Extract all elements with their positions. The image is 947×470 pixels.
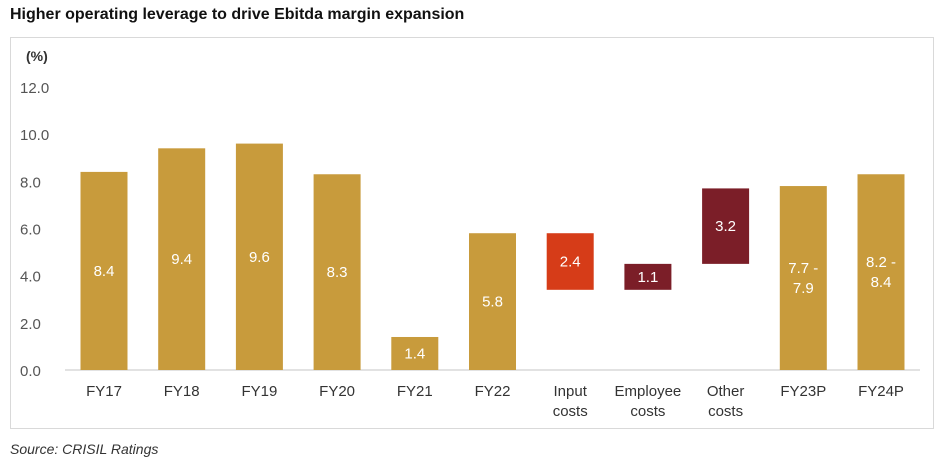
chart-title: Higher operating leverage to drive Ebitd… [10,6,465,23]
data-label: 8.4 [871,274,892,291]
x-tick-label: FY24P [858,383,904,400]
bar-fy24p [857,174,905,370]
data-label: 8.2 - [866,254,896,271]
y-tick-label: 6.0 [20,222,41,239]
bar-fy21 [391,336,439,370]
data-label: 3.2 [715,218,736,235]
x-tick-label: FY18 [164,383,200,400]
x-tick-label: FY23P [780,383,826,400]
data-label: 1.4 [404,345,425,362]
y-axis-label: (%) [26,48,48,64]
bar-fy22 [469,233,516,370]
x-tick-label: costs [553,403,588,420]
y-tick-label: 0.0 [20,363,41,380]
bar-fy17 [80,171,128,370]
y-tick-label: 8.0 [20,174,41,191]
bar-employee-costs [624,263,672,290]
source-note: Source: CRISIL Ratings [10,441,159,457]
x-tick-label: FY19 [241,383,277,400]
data-label: 8.4 [94,263,115,280]
bar-other-costs [702,188,750,264]
y-tick-label: 4.0 [20,269,41,286]
bar-fy23p [779,186,827,370]
data-label: 5.8 [482,294,503,311]
data-label: 2.4 [560,254,581,271]
bar-fy18 [158,148,206,370]
x-tick-label: FY22 [475,383,511,400]
data-label: 7.7 - [788,260,818,277]
chart-frame [10,37,934,429]
data-label: 1.1 [637,269,658,286]
y-tick-label: 10.0 [20,127,49,144]
x-tick-label: costs [708,403,743,420]
bar-fy20 [313,174,361,370]
x-tick-label: costs [630,403,665,420]
x-tick-label: FY17 [86,383,122,400]
y-tick-label: 2.0 [20,316,41,333]
data-label: 7.9 [793,280,814,297]
x-tick-label: FY21 [397,383,433,400]
x-tick-label: FY20 [319,383,355,400]
bar-input-costs [546,233,594,290]
y-tick-label: 12.0 [20,80,49,97]
x-tick-label: Other [707,383,745,400]
data-label: 9.6 [249,249,270,266]
bar-fy19 [235,143,283,370]
x-tick-label: Employee [615,383,682,400]
x-tick-label: Input [554,383,588,400]
data-label: 8.3 [327,264,348,281]
data-label: 9.4 [171,251,192,268]
